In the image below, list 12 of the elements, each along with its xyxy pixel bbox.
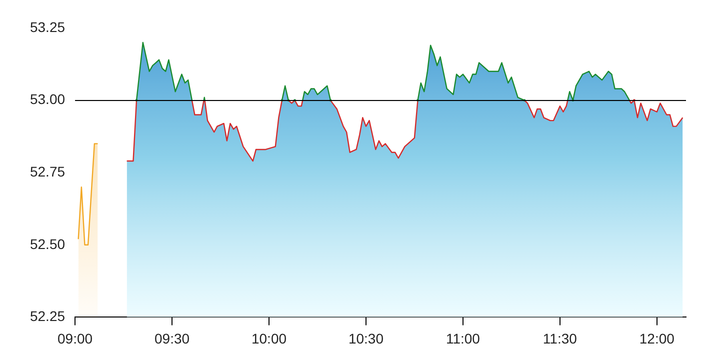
y-tick-label: 52.25 <box>30 308 66 324</box>
y-tick-label: 52.75 <box>30 163 66 180</box>
x-tick-label: 11:00 <box>446 330 480 346</box>
x-tick-label: 09:30 <box>154 330 190 346</box>
x-tick-label: 11:30 <box>542 330 578 346</box>
y-tick-label: 53.25 <box>30 18 66 35</box>
x-tick-label: 10:30 <box>348 330 384 346</box>
x-tick-label: 12:00 <box>639 330 675 346</box>
x-tick-label: 09:00 <box>58 330 93 346</box>
y-tick-label: 53.00 <box>30 91 66 108</box>
y-tick-label: 52.50 <box>30 236 66 252</box>
x-tick-label: 10:00 <box>251 330 287 346</box>
